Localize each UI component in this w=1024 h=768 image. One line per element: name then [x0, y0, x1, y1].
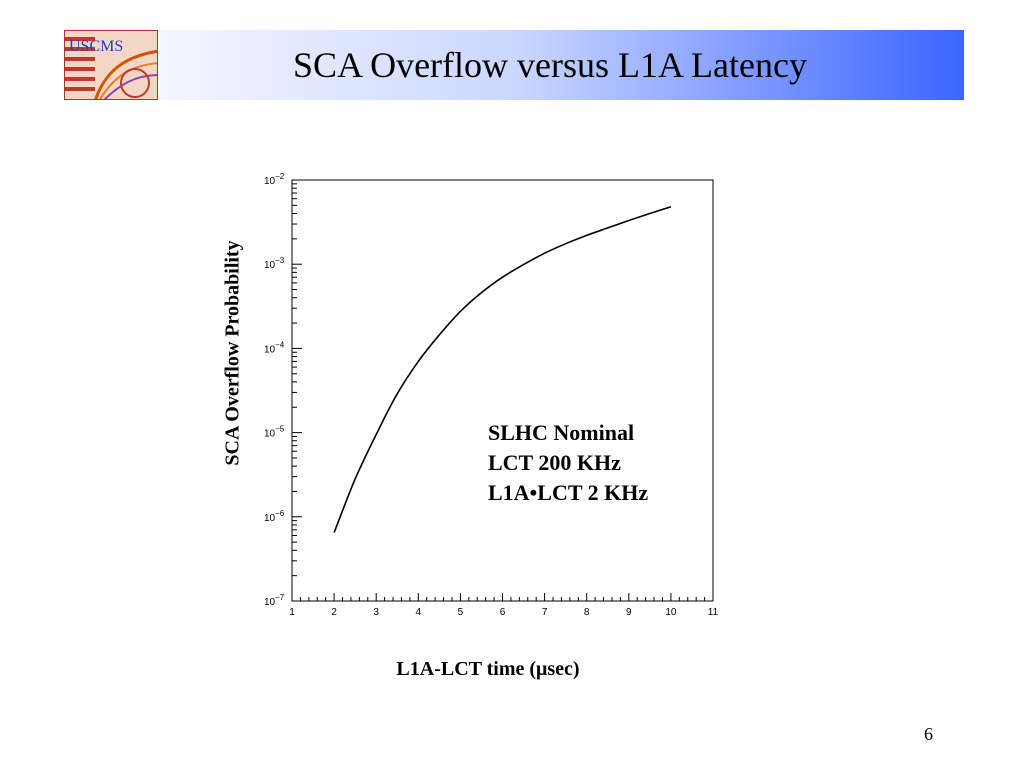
y-tick-label: 10−3 [264, 256, 285, 271]
x-tick-label: 9 [626, 607, 632, 618]
x-tick-label: 4 [416, 607, 422, 618]
y-tick-label: 10−6 [264, 509, 285, 524]
chart-annotation: SLHC Nominal LCT 200 KHz L1A•LCT 2 KHz [488, 418, 648, 508]
series-line [333, 206, 672, 533]
uscms-logo: USCMS [64, 30, 158, 100]
y-axis-ticks: 10−2 10−3 10−4 10−5 10−6 10−7 [264, 172, 302, 608]
slide-title: SCA Overflow versus L1A Latency [293, 45, 807, 85]
x-tick-label: 11 [708, 607, 719, 618]
x-axis-label: L1A-LCT time (μsec) [396, 658, 580, 680]
plot-frame [291, 179, 714, 602]
x-tick-label: 2 [331, 607, 337, 618]
x-tick-label: 5 [458, 607, 464, 618]
y-tick-label: 10−2 [264, 172, 285, 187]
svg-text:USCMS: USCMS [69, 38, 123, 55]
y-tick-label: 10−5 [264, 425, 285, 440]
x-tick-label: 6 [500, 607, 506, 618]
title-banner [160, 30, 964, 100]
x-tick-label: 7 [542, 607, 548, 618]
y-axis-label: SCA Overflow Probability [221, 240, 244, 466]
x-tick-label: 1 [289, 607, 295, 618]
x-axis-ticks: 1 2 3 4 5 6 7 8 9 10 11 [289, 593, 719, 618]
annotation-line-1: SLHC Nominal [488, 420, 635, 445]
y-tick-label: 10−7 [264, 593, 285, 608]
annotation-line-3: L1A•LCT 2 KHz [488, 480, 649, 505]
x-tick-label: 10 [665, 607, 677, 618]
y-tick-label: 10−4 [264, 340, 285, 355]
annotation-line-2: LCT 200 KHz [488, 450, 621, 475]
x-tick-label: 8 [584, 607, 590, 618]
x-tick-label: 3 [373, 607, 379, 618]
page-number: 6 [924, 724, 933, 744]
